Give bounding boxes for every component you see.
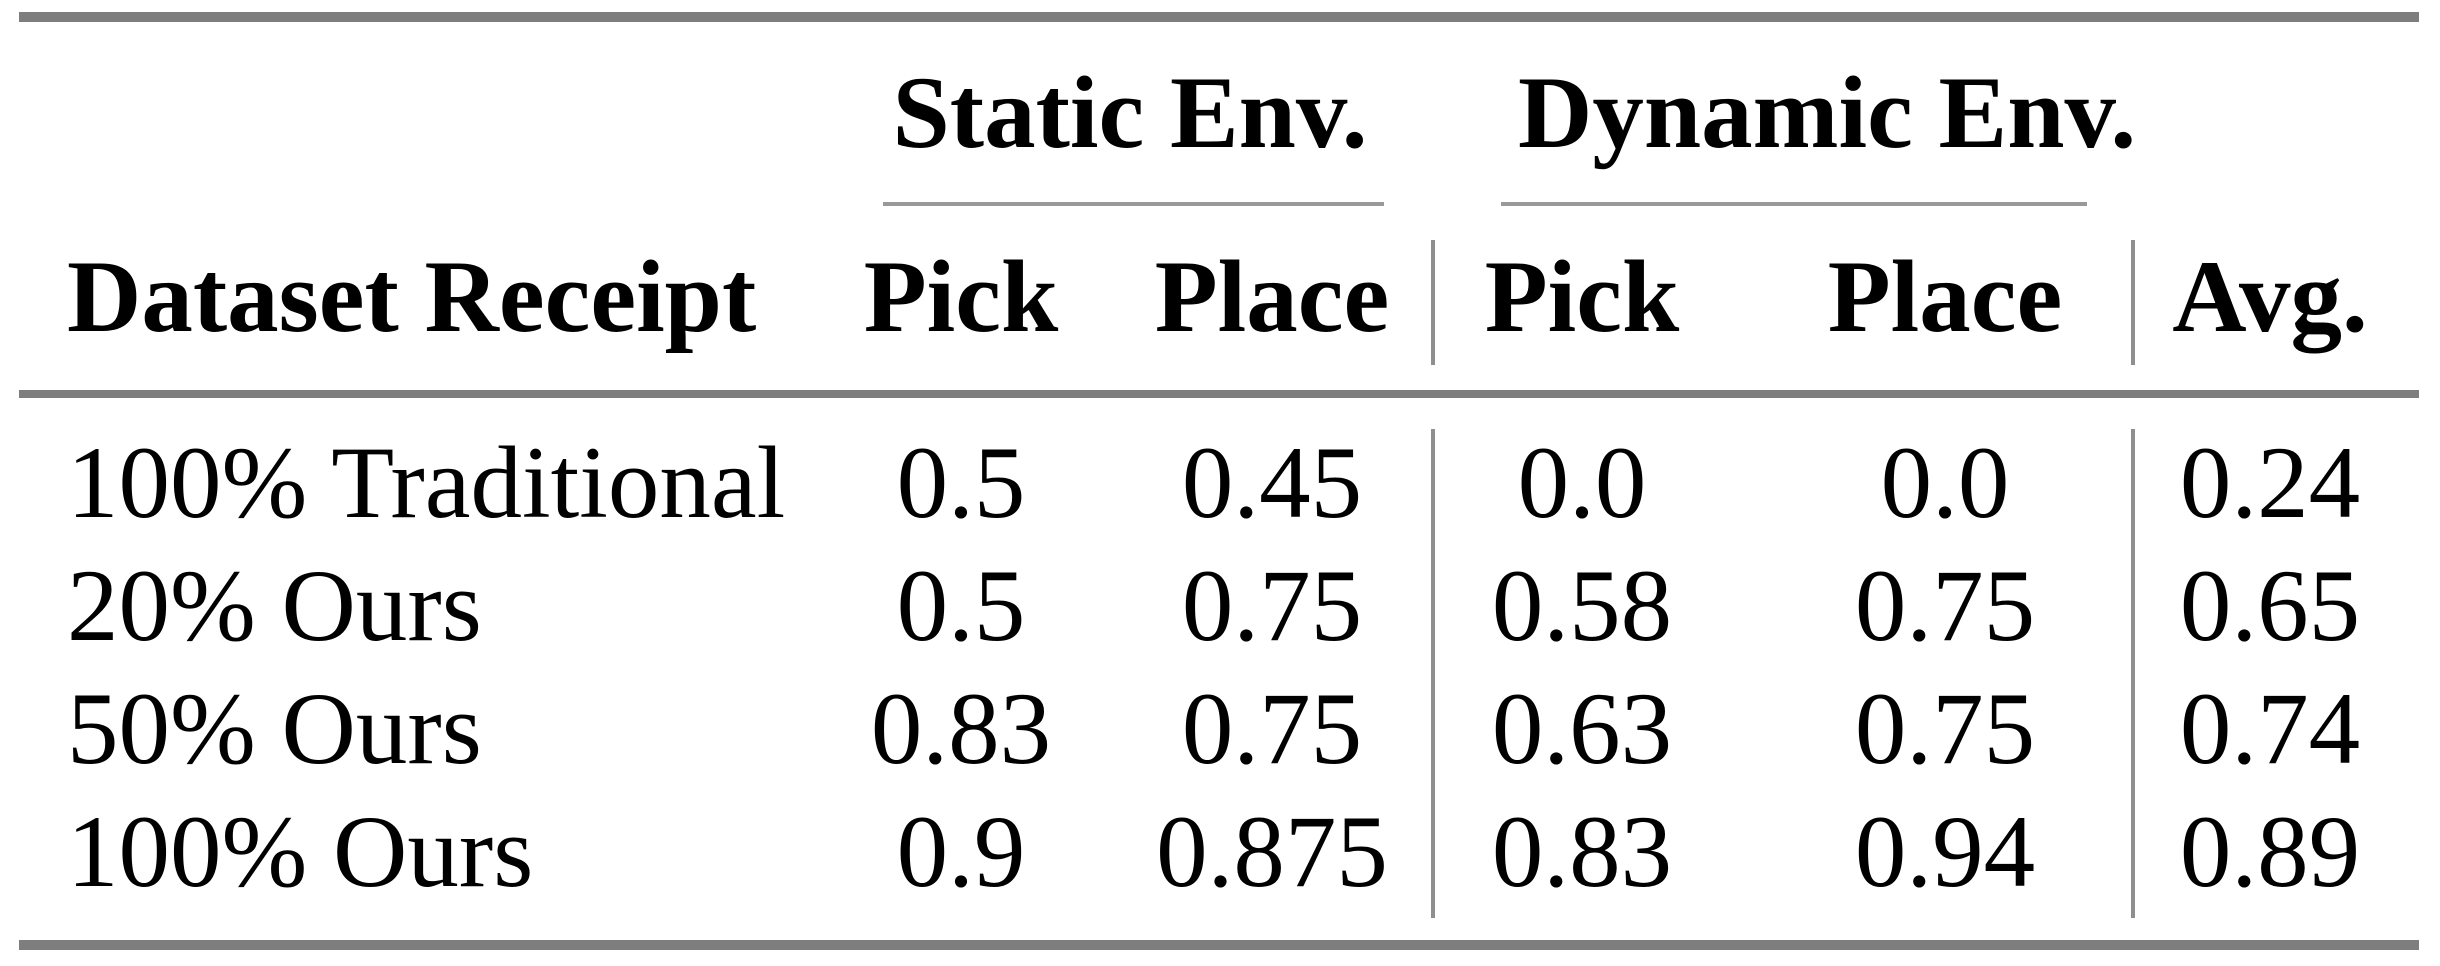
column-header-avg: Avg. [2172,240,2368,354]
group-header-dynamic-env: Dynamic Env. [1518,56,2137,170]
bottom-rule [19,940,2419,950]
row-label: 100% Traditional [67,426,786,540]
cell-dynamic-pick: 0.58 [1491,549,1673,663]
cell-static-place: 0.45 [1181,426,1363,540]
cell-dynamic-place: 0.75 [1854,549,2036,663]
static-group-underline [883,202,1384,206]
cell-dynamic-pick: 0.0 [1517,426,1647,540]
column-header-static-place: Place [1154,240,1390,354]
table-row: 50% Ours 0.83 0.75 0.63 0.75 0.74 [0,672,2440,786]
cell-static-pick: 0.5 [896,426,1026,540]
cell-static-place: 0.75 [1181,549,1363,663]
group-header-static-env: Static Env. [892,56,1368,170]
cell-avg: 0.74 [2179,672,2361,786]
group-header-row: Static Env. Dynamic Env. [0,56,2440,170]
column-header-dynamic-pick: Pick [1484,240,1680,354]
column-header-static-pick: Pick [863,240,1059,354]
column-header-dataset-receipt: Dataset Receipt [67,240,757,354]
column-separator-2-header [2131,240,2135,365]
column-separator-2-body [2131,429,2135,918]
cell-static-place: 0.75 [1181,672,1363,786]
column-header-dynamic-place: Place [1827,240,2063,354]
row-label: 20% Ours [67,549,482,663]
table-row: 100% Traditional 0.5 0.45 0.0 0.0 0.24 [0,426,2440,540]
cell-avg: 0.24 [2179,426,2361,540]
cell-dynamic-place: 0.94 [1854,795,2036,909]
cell-static-pick: 0.9 [896,795,1026,909]
cell-dynamic-pick: 0.83 [1491,795,1673,909]
table-row: 20% Ours 0.5 0.75 0.58 0.75 0.65 [0,549,2440,663]
cell-static-pick: 0.83 [870,672,1052,786]
table-row: 100% Ours 0.9 0.875 0.83 0.94 0.89 [0,795,2440,909]
dynamic-group-underline [1501,202,2087,206]
cell-dynamic-place: 0.0 [1880,426,2010,540]
cell-dynamic-pick: 0.63 [1491,672,1673,786]
cell-avg: 0.89 [2179,795,2361,909]
cell-dynamic-place: 0.75 [1854,672,2036,786]
column-separator-1-header [1431,240,1435,365]
column-separator-1-body [1431,429,1435,918]
cell-avg: 0.65 [2179,549,2361,663]
row-label: 100% Ours [67,795,534,909]
top-rule [19,12,2419,22]
row-label: 50% Ours [67,672,482,786]
column-header-row: Dataset Receipt Pick Place Pick Place Av… [0,240,2440,354]
cell-static-pick: 0.5 [896,549,1026,663]
cell-static-place: 0.875 [1156,795,1388,909]
mid-rule [19,390,2419,398]
